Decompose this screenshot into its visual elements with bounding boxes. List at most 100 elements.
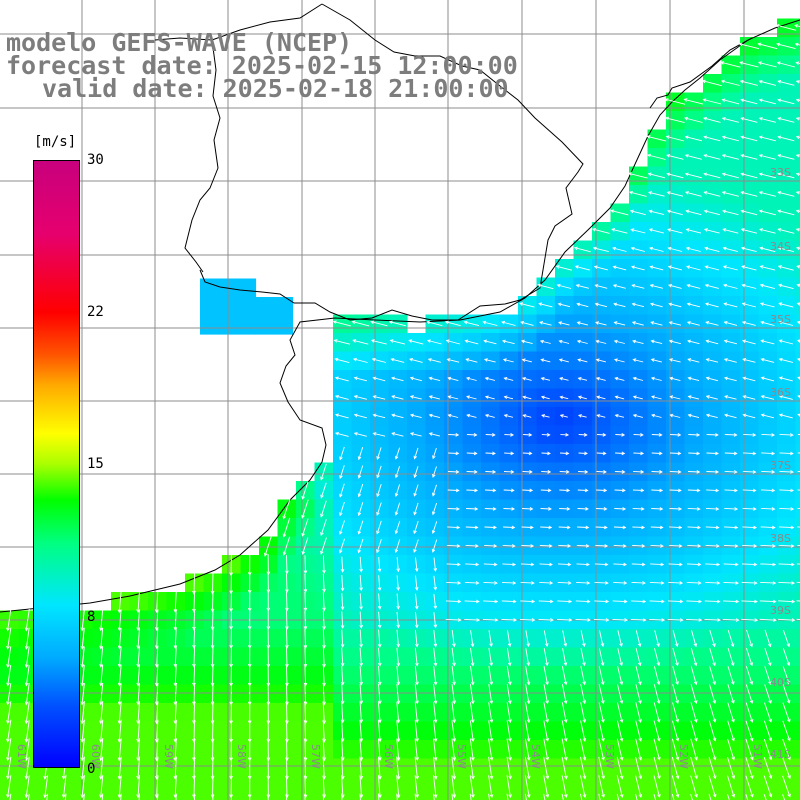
wind-vector: [561, 702, 567, 723]
wind-vector-head: [285, 589, 289, 593]
wind-vector: [396, 593, 399, 609]
wind-vector: [506, 720, 511, 742]
wind-vector: [410, 414, 422, 419]
wind-vector: [745, 684, 753, 704]
wind-speed-cell: [629, 795, 649, 800]
wind-vector: [395, 502, 401, 515]
wind-vector-head: [24, 757, 29, 762]
wind-vector: [648, 173, 666, 179]
wind-vector-head: [786, 643, 791, 648]
longitude-label: 57W: [309, 744, 322, 769]
wind-vector-head: [513, 618, 518, 622]
wind-vector: [389, 321, 406, 327]
wind-vector-head: [6, 701, 10, 706]
wind-vector: [100, 719, 104, 742]
wind-vector-head: [757, 42, 762, 47]
wind-vector-head: [563, 662, 568, 667]
wind-vector-head: [465, 376, 470, 381]
wind-vector-head: [371, 357, 376, 362]
wind-speed-cell: [777, 795, 797, 800]
wind-vector-head: [749, 700, 754, 704]
wind-vector-head: [750, 793, 754, 798]
wind-vector-head: [694, 718, 698, 723]
wind-vector: [396, 702, 400, 723]
wind-vector-head: [741, 302, 746, 306]
wind-vector: [137, 738, 140, 761]
wind-vector: [193, 719, 196, 742]
wind-vector: [672, 666, 679, 685]
wind-speed-cell: [370, 795, 390, 800]
wind-vector-head: [394, 493, 399, 498]
wind-vector: [396, 557, 399, 572]
wind-vector: [667, 618, 683, 621]
wind-vector: [557, 563, 571, 566]
wind-vector: [322, 682, 325, 705]
wind-vector-head: [659, 507, 664, 511]
wind-vector: [796, 210, 800, 213]
wind-vector: [359, 556, 362, 572]
wind-vector-head: [640, 451, 645, 456]
wind-vector: [704, 228, 720, 234]
wind-vector-head: [466, 395, 471, 399]
wind-vector: [396, 575, 399, 591]
wind-vector-head: [80, 663, 85, 668]
wind-vector: [409, 339, 424, 345]
wind-vector: [782, 648, 790, 666]
wind-vector: [359, 575, 362, 591]
wind-vector-head: [555, 265, 560, 269]
wind-speed-cell: [703, 795, 723, 800]
wind-vector: [742, 489, 756, 492]
wind-vector: [322, 628, 325, 648]
wind-vector: [470, 647, 474, 666]
wind-vector-head: [466, 413, 471, 418]
wind-vector-head: [6, 794, 10, 799]
wind-vector-head: [263, 552, 268, 557]
wind-vector: [396, 647, 400, 666]
wind-vector-head: [740, 191, 745, 195]
wind-vector-head: [632, 376, 637, 381]
wind-vector-head: [558, 339, 563, 344]
wind-vector-head: [776, 61, 781, 65]
wind-vector-head: [693, 700, 698, 704]
wind-vector: [708, 702, 716, 723]
wind-vector: [705, 544, 719, 547]
wind-vector: [446, 581, 461, 584]
wind-vector-head: [414, 586, 419, 591]
wind-vector: [541, 414, 550, 418]
colorbar-tick-0: 0: [87, 761, 96, 777]
wind-vector: [778, 581, 795, 584]
wind-vector: [335, 414, 349, 419]
wind-vector-head: [377, 606, 382, 610]
wind-vector: [212, 682, 214, 705]
wind-vector-head: [99, 738, 103, 743]
wind-vector-head: [778, 283, 783, 288]
wind-vector-head: [712, 737, 717, 742]
wind-vector: [724, 470, 737, 473]
wind-speed-cell: [795, 185, 800, 205]
wind-vector: [722, 191, 739, 197]
wind-vector: [558, 526, 570, 528]
wind-vector-head: [573, 246, 578, 251]
wind-vector: [212, 775, 214, 798]
wind-vector-head: [595, 376, 600, 381]
wind-vector: [724, 526, 738, 529]
wind-vector: [304, 775, 307, 798]
wind-vector-head: [637, 643, 642, 648]
wind-vector-head: [683, 98, 688, 102]
wind-vector-head: [507, 643, 512, 648]
wind-vector-head: [376, 511, 380, 516]
wind-vector-head: [778, 376, 783, 380]
wind-vector: [727, 720, 735, 741]
wind-vector: [613, 544, 626, 547]
wind-vector: [704, 154, 721, 160]
wind-vector-head: [530, 562, 535, 567]
wind-vector-head: [24, 775, 29, 780]
wind-vector: [578, 471, 588, 473]
wind-vector-head: [678, 525, 683, 530]
wind-vector-head: [301, 532, 305, 537]
wind-vector-head: [659, 525, 664, 530]
wind-vector-head: [474, 507, 479, 511]
wind-vector: [759, 80, 777, 86]
wind-vector-head: [668, 339, 673, 344]
wind-vector: [451, 756, 456, 779]
